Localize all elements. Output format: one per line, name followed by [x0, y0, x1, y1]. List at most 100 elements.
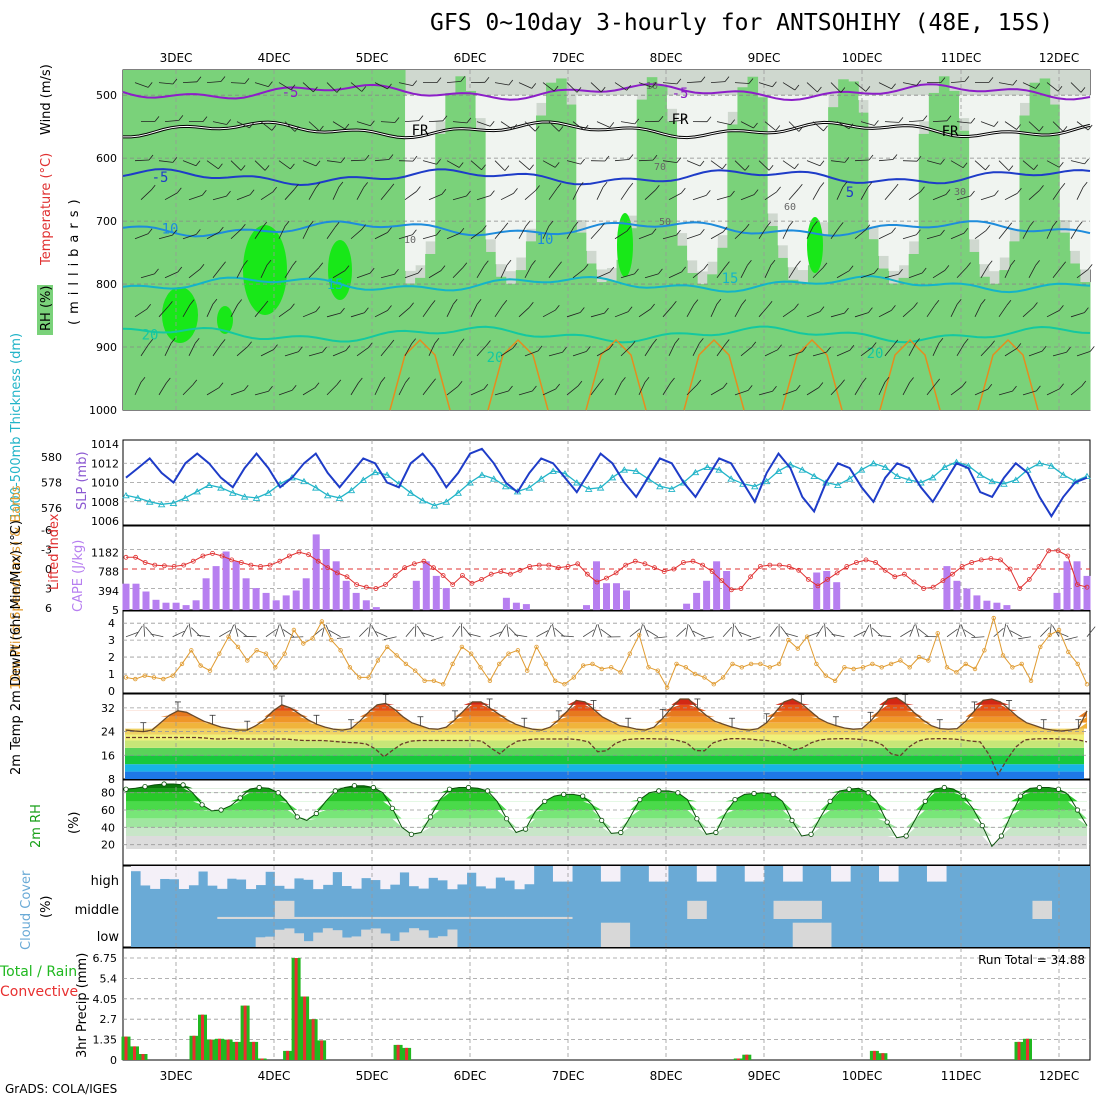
wind-barb-flag: [189, 299, 195, 305]
lifted-index-marker: [238, 560, 244, 565]
rh-column: [767, 226, 779, 410]
wind-barb-flag: [892, 154, 898, 160]
wind-barb-flag: [674, 337, 680, 344]
wind-barb: [902, 82, 917, 86]
wind-speed-marker: [478, 665, 483, 670]
date-tick-top: 7DEC: [552, 51, 585, 65]
wind-barb: [356, 272, 371, 279]
cloud-high-cell: [159, 866, 170, 879]
wind-speed-marker: [254, 648, 259, 653]
wind-barb: [1056, 631, 1069, 638]
wind-barb: [596, 186, 604, 200]
wind-barb-flag: [264, 165, 270, 171]
cloud-mid-cell: [1042, 900, 1053, 919]
wind-barb: [785, 632, 798, 638]
lifted-index-marker: [834, 570, 840, 576]
wind-barb: [926, 234, 941, 240]
wind-barb: [134, 82, 149, 88]
wind-barb-flag: [772, 81, 777, 88]
rh-area: [126, 810, 1087, 819]
wind-barb: [572, 121, 585, 131]
wind-barb-flag: [730, 119, 736, 125]
wind-speed-marker: [1047, 632, 1052, 638]
wind-barb: [734, 82, 750, 84]
thickness-marker: [834, 481, 842, 489]
rh-column: [818, 234, 829, 410]
wind-barb: [956, 343, 965, 357]
wind-barb: [998, 390, 1013, 396]
wind-barb: [494, 160, 506, 171]
wind-barb-flag: [322, 346, 327, 353]
wind-speed-marker: [1010, 665, 1015, 670]
convective-bar: [294, 958, 298, 1060]
wind-barb: [206, 81, 222, 83]
wind-barb-flag: [417, 267, 423, 274]
cape-bar: [823, 571, 831, 610]
wind-barb: [908, 191, 921, 201]
dry-column: [576, 95, 587, 221]
wind-barb-flag: [513, 188, 518, 194]
cape-tick: 5: [112, 604, 119, 617]
wind-barb-flag: [577, 380, 583, 387]
wind-speed-marker: [403, 661, 409, 667]
wind-barb: [854, 159, 870, 162]
wind-barb: [758, 390, 773, 396]
cloud-high-cell: [207, 866, 218, 886]
cloud-mid-cell: [485, 916, 496, 919]
wind-barb-flag: [826, 346, 831, 353]
wind-barb-flag: [802, 346, 807, 353]
wind-barb-flag: [626, 225, 632, 232]
convective-bar: [235, 1041, 239, 1060]
wind-barb-flag: [604, 155, 610, 162]
wind-speed-marker: [1000, 653, 1006, 658]
lifted-index-marker: [383, 582, 388, 587]
wind-barb: [1028, 265, 1036, 278]
wind-barb-flag: [387, 83, 392, 90]
wind-barb-flag: [345, 345, 351, 351]
cloud-high-cell: [370, 866, 381, 881]
rh-marker: [199, 802, 205, 808]
wind-barb-flag: [909, 377, 914, 383]
wind-speed-marker: [329, 637, 334, 643]
rh-column: [364, 70, 376, 410]
rh-marker: [503, 816, 510, 822]
dry-column: [989, 95, 1000, 272]
wind-barb: [974, 230, 987, 240]
wind-barb: [1004, 264, 1012, 278]
wind-barb-flag: [336, 87, 342, 93]
wind-barb-flag: [380, 376, 386, 383]
lifted-index-marker: [286, 553, 292, 559]
dry-column: [908, 95, 920, 242]
rh-column: [868, 239, 879, 410]
wind-speed-marker: [375, 658, 381, 663]
rh-area: [126, 827, 1087, 836]
wind-barb: [467, 633, 481, 638]
cloud-low-cell: [351, 936, 362, 947]
cloud-low-cell: [313, 932, 324, 947]
wind-barb-flag: [722, 382, 728, 389]
wind-barb: [236, 121, 250, 129]
date-tick-bottom: 10DEC: [842, 1069, 882, 1083]
wind-barb: [566, 82, 578, 93]
wind-speed-marker: [702, 675, 707, 680]
lifted-index-marker: [709, 569, 715, 574]
wind-barb-flag: [935, 378, 941, 385]
wind-barb: [452, 267, 464, 279]
wind-speed-marker: [515, 648, 521, 653]
wind-barb: [582, 629, 595, 638]
wind-barb-flag: [1039, 185, 1044, 191]
thickness-marker: [608, 473, 617, 481]
wind-barb: [1086, 626, 1096, 637]
wind-barb: [278, 82, 292, 91]
cloud-low-cell: [437, 936, 448, 947]
wind-barb-flag: [630, 340, 636, 347]
thickness-marker: [928, 473, 937, 481]
wind-barb: [836, 270, 850, 279]
wind-barb-flag: [431, 378, 436, 385]
cloud-low-cell: [802, 922, 813, 947]
wind-barb-flag: [537, 345, 543, 352]
wind-barb-flag: [268, 386, 273, 392]
cloud-low-cell: [294, 933, 305, 947]
ylabel-thickness: 1000-500mb Thickness (dm): [9, 333, 24, 520]
lifted-index-marker: [1046, 548, 1051, 554]
